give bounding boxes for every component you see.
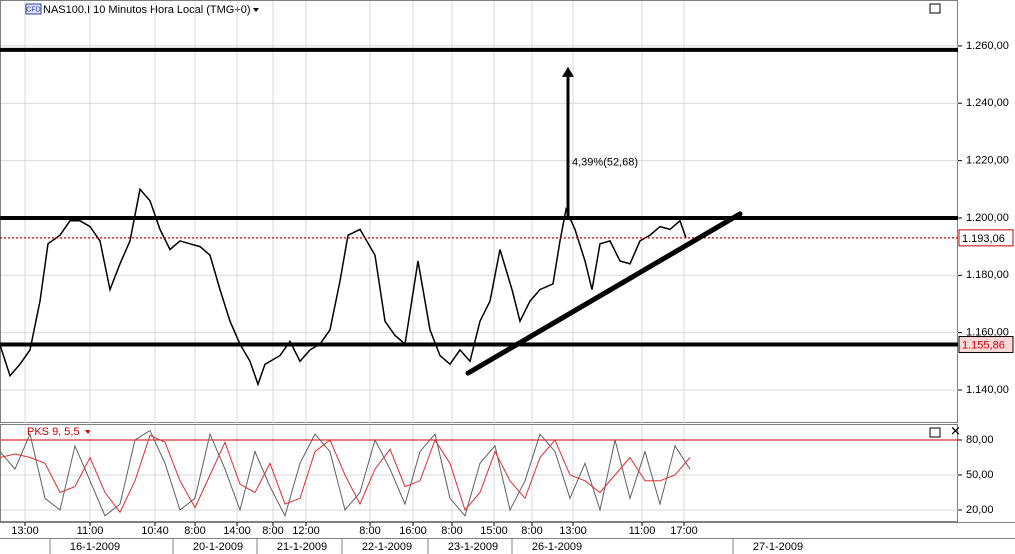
x-tick-label: 13:00 [11,525,39,537]
x-tick-label: 17:00 [670,525,698,537]
x-tick-label: 8:00 [441,525,462,537]
price-label-box [958,229,1014,247]
date-tick-label: 27-1-2009 [753,541,803,553]
x-tick-label: 14:00 [223,525,251,537]
date-tick-label: 16-1-2009 [70,541,120,553]
annotation: 4,39%(52,68) [572,156,638,168]
dropdown-arrow[interactable] [253,8,259,12]
price-line [0,429,691,518]
y-tick-label: 1.240,00 [966,97,1009,109]
x-tick-label: 8:00 [262,525,283,537]
y-tick-label: 1.200,00 [966,212,1009,224]
y-tick-label: 80,00 [966,434,994,446]
x-tick-label: 11:00 [629,525,656,537]
price-line [0,187,687,387]
maximize-button[interactable] [929,427,941,438]
arrow-head [562,66,574,77]
chart-title: NAS100.I 10 Minutos Hora Local (TMG+0) [43,4,251,16]
x-tick-label: 10:40 [141,525,169,537]
date-tick-label: 20-1-2009 [193,541,243,553]
x-tick-label: 16:00 [399,525,427,537]
x-tick-label: 8:00 [521,525,542,537]
date-tick-label: 21-1-2009 [277,541,327,553]
y-tick-label: 20,00 [966,504,994,516]
date-tick-label: 26-1-2009 [532,541,582,553]
date-tick-label: 22-1-2009 [362,541,412,553]
close-button[interactable]: ✕ [950,423,961,438]
y-tick-label: 1.180,00 [966,269,1009,281]
x-tick-label: 8:00 [184,525,205,537]
price-label-box [958,336,1014,354]
price-label: 1.193,06 [962,233,1005,245]
y-tick-label: 1.140,00 [966,384,1009,396]
x-tick-label: 12:00 [292,525,320,537]
x-tick-label: 8:00 [359,525,380,537]
oscillator-panel [0,424,958,522]
trend-line [465,211,743,376]
y-tick-label: 50,00 [966,469,994,481]
y-tick-label: 1.160,00 [966,327,1009,339]
badge-text: CFD [26,6,40,13]
main-panel [0,0,958,423]
price-line [0,434,691,514]
y-tick-label: 1.260,00 [966,40,1009,52]
badge [25,3,42,15]
x-tick-label: 13:00 [559,525,587,537]
y-tick-label: 1.220,00 [966,155,1009,167]
maximize-button[interactable] [929,3,941,14]
x-tick-label: 15:00 [480,525,508,537]
price-label: 1.155,86 [962,339,1005,351]
x-tick-label: 11:00 [77,525,104,537]
date-tick-label: 23-1-2009 [448,541,498,553]
indicator-title: PKS 9, 5,5 [27,426,80,438]
